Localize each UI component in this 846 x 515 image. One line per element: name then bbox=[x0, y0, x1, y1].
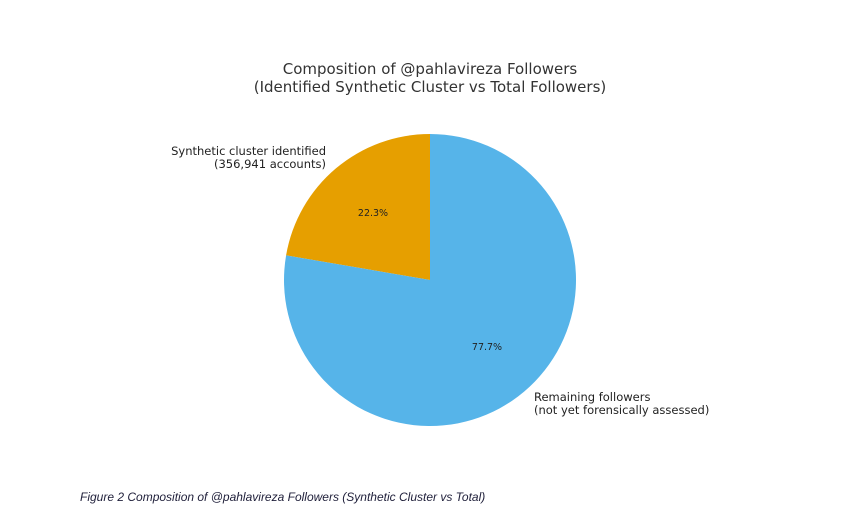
slice-pct-label-remaining: 77.7% bbox=[472, 342, 502, 353]
figure-caption: Figure 2 Composition of @pahlavireza Fol… bbox=[80, 490, 486, 504]
pie-slices bbox=[284, 133, 577, 426]
slice-pct-label-synthetic: 22.3% bbox=[358, 208, 388, 219]
slice-label-synthetic-line-1: Synthetic cluster identified bbox=[171, 144, 326, 158]
slice-label-remaining-line-1: Remaining followers bbox=[534, 390, 650, 404]
chart-title-line-1: Composition of @pahlavireza Followers bbox=[283, 60, 578, 78]
slice-label-remaining-line-2: (not yet forensically assessed) bbox=[534, 403, 709, 417]
pie-slice-synthetic bbox=[286, 134, 430, 280]
pie-slice-remaining bbox=[284, 133, 577, 426]
slice-label-synthetic-line-2: (356,941 accounts) bbox=[214, 157, 326, 171]
chart-title-line-2: (Identified Synthetic Cluster vs Total F… bbox=[254, 78, 607, 96]
